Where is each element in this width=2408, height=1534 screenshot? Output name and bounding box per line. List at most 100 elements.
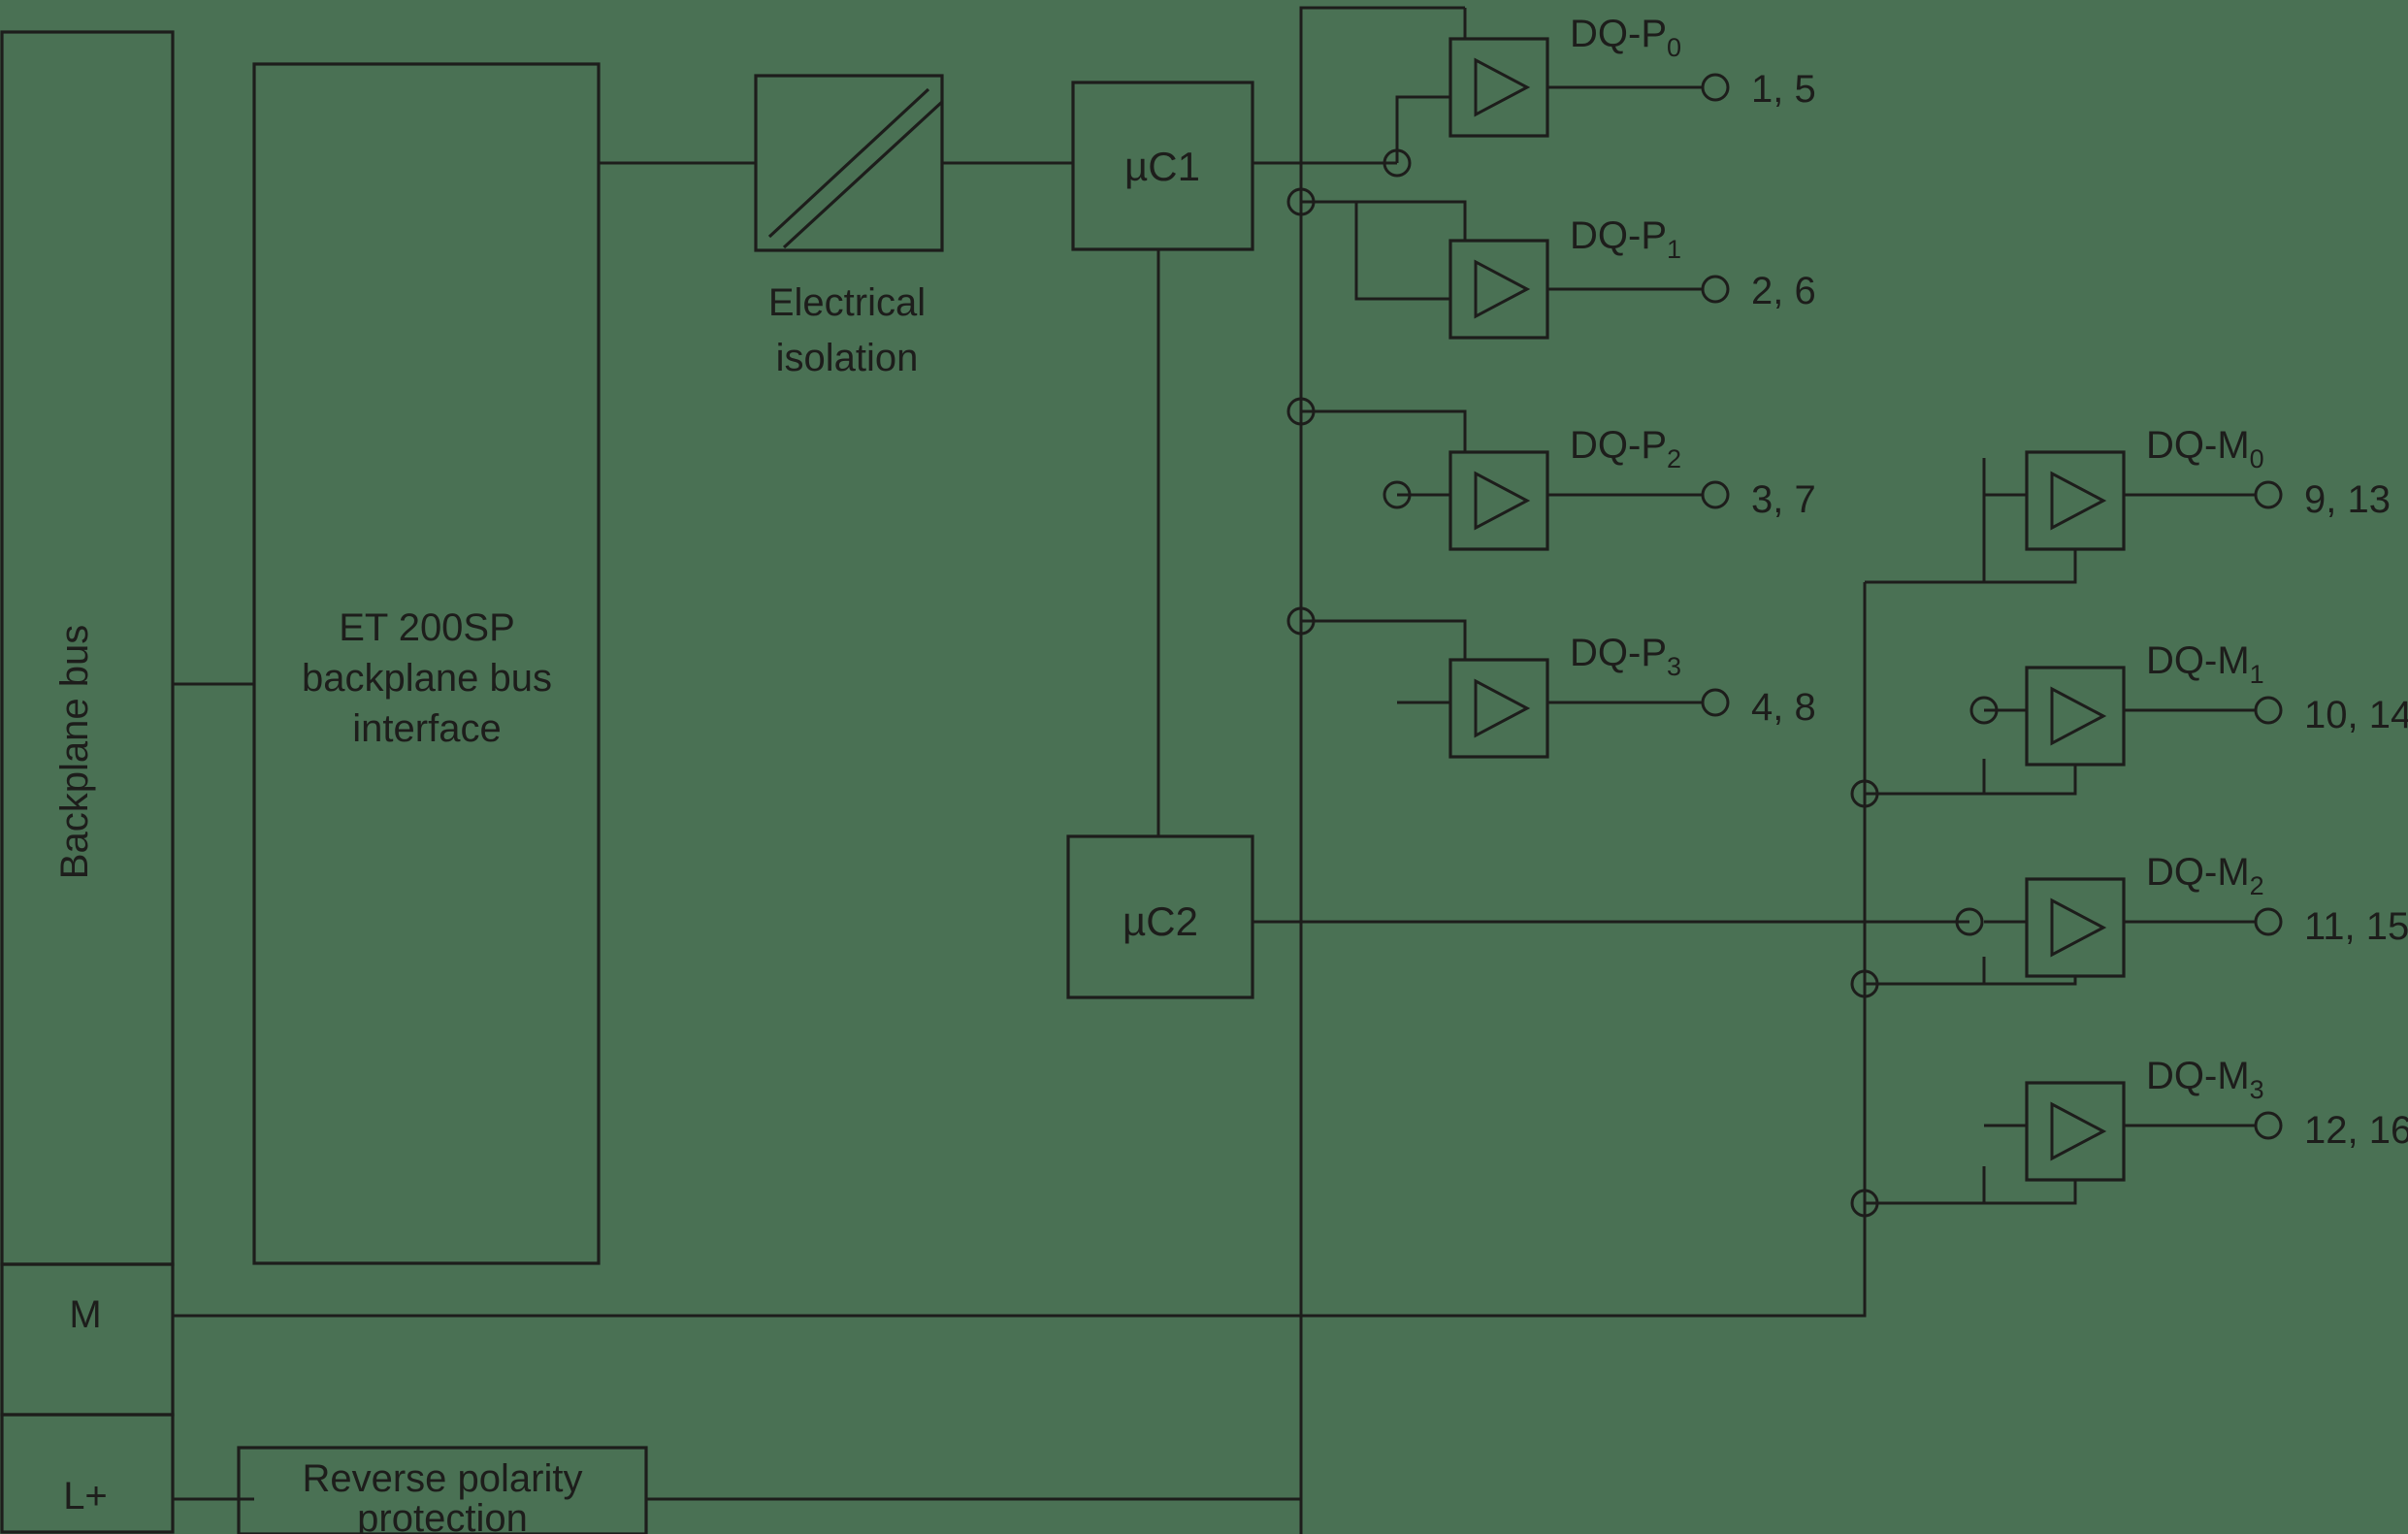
channel-terminals-p2: 3, 7 — [1751, 478, 1816, 521]
wire-p2-enable — [1301, 409, 1467, 452]
channel-label-m2: DQ-M2 — [2146, 851, 2264, 900]
wire-m1-return — [1984, 765, 2077, 796]
channel-dq-p0 — [1395, 8, 1730, 163]
wire-junction-circle-icon-m2b — [1850, 969, 1879, 998]
electrical-isolation-block — [754, 74, 944, 252]
channel-name-m0: DQ-M — [2146, 424, 2250, 467]
channel-label-p2: DQ-P2 — [1570, 424, 1681, 473]
channel-name-m1: DQ-M — [2146, 639, 2250, 682]
channel-label-p3: DQ-P3 — [1570, 632, 1681, 681]
terminal-circle-icon-p0 — [1701, 73, 1730, 102]
channel-dq-p1 — [1301, 200, 1730, 340]
buffer-box-m2 — [2025, 877, 2126, 978]
channel-index-m3: 3 — [2250, 1075, 2264, 1104]
buffer-amplifier-triangle-icon-p2 — [1474, 471, 1531, 531]
channel-name-p2: DQ-P — [1570, 424, 1667, 467]
buffer-box-m3 — [2025, 1081, 2126, 1182]
channel-label-p1: DQ-P1 — [1570, 214, 1681, 264]
channel-label-p0: DQ-P0 — [1570, 13, 1681, 62]
uc2-block — [1066, 834, 1254, 999]
wire-junction-circle-icon-m1b — [1969, 696, 1999, 725]
buffer-amplifier-triangle-icon-p3 — [1474, 678, 1531, 738]
channel-label-m3: DQ-M3 — [2146, 1055, 2264, 1104]
channel-terminals-m3: 12, 16 — [2304, 1109, 2408, 1152]
channel-index-p3: 3 — [1667, 652, 1681, 681]
wire-m2-enable — [1865, 957, 1986, 986]
buffer-amplifier-triangle-icon-p1 — [1474, 259, 1531, 319]
wire-p0-feedback-top — [1299, 6, 1465, 194]
reverse-polarity-label-line1: Reverse polarity — [302, 1457, 582, 1500]
channel-label-m0: DQ-M0 — [2146, 424, 2264, 473]
bus-interface-block — [252, 62, 601, 1265]
channel-dq-p2 — [1301, 409, 1730, 551]
channel-terminals-m1: 10, 14 — [2304, 694, 2408, 736]
isolation-label-line2: isolation — [776, 337, 919, 379]
channel-index-m2: 2 — [2250, 871, 2264, 900]
backplane-bus-rail — [0, 30, 175, 1534]
terminal-circle-icon-m3 — [2254, 1111, 2283, 1140]
wire-junction-circle-icon-p3 — [1286, 606, 1316, 636]
wire-m0-return — [1984, 549, 2077, 584]
channel-name-p3: DQ-P — [1570, 632, 1667, 674]
wire-m1-enable — [1865, 759, 1986, 796]
channel-terminals-p3: 4, 8 — [1751, 686, 1816, 729]
channel-label-m1: DQ-M1 — [2146, 639, 2264, 689]
channel-name-m3: DQ-M — [2146, 1055, 2250, 1097]
wire-junction-circle-icon-p1 — [1286, 187, 1316, 216]
channel-dq-p3 — [1301, 619, 1730, 759]
buffer-box-p1 — [1448, 239, 1549, 340]
channel-terminals-p1: 2, 6 — [1751, 270, 1816, 312]
channel-dq-m0 — [1984, 450, 2283, 584]
bus-interface-box — [252, 62, 601, 1265]
channel-terminals-m0: 9, 13 — [2304, 478, 2391, 521]
channel-terminals-m2: 11, 15 — [2304, 905, 2408, 948]
supply-label: L+ — [63, 1475, 108, 1518]
wire-junction-circle-icon-p2 — [1286, 397, 1316, 426]
reverse-polarity-label-line2: protection — [357, 1497, 528, 1534]
isolation-diagonal-2 — [782, 100, 944, 249]
buffer-box-m1 — [2025, 666, 2126, 767]
channel-name-p0: DQ-P — [1570, 13, 1667, 55]
buffer-box-m0 — [2025, 450, 2126, 551]
buffer-box-p2 — [1448, 450, 1549, 551]
buffer-amplifier-triangle-icon-m2 — [2050, 898, 2107, 958]
wire-p3-enable — [1301, 619, 1467, 660]
channel-dq-m3 — [1865, 1081, 2283, 1205]
terminal-circle-icon-p3 — [1701, 688, 1730, 717]
wire-m2-return — [1984, 976, 2077, 986]
channel-index-m0: 0 — [2250, 444, 2264, 473]
channel-dq-m1 — [1865, 666, 2283, 796]
wire-junction-circle-icon-m2 — [1955, 907, 1984, 936]
buffer-amplifier-triangle-icon-m1 — [2050, 686, 2107, 746]
uc1-label: µC1 — [1124, 144, 1200, 189]
bus-interface-label-line1: ET 200SP — [339, 606, 515, 649]
channel-index-p1: 1 — [1667, 235, 1681, 264]
uc1-block — [1071, 81, 1254, 251]
terminal-circle-icon-m2 — [2254, 907, 2283, 936]
bus-interface-label-line2: backplane bus — [302, 657, 552, 700]
terminal-circle-icon-p2 — [1701, 480, 1730, 509]
wire-m3-enable — [1865, 1166, 1986, 1205]
wire-m-ground-rail — [173, 1203, 1867, 1318]
backplane-bus-m-cell — [0, 1262, 175, 1417]
channel-name-m2: DQ-M — [2146, 851, 2250, 894]
channel-index-p0: 0 — [1667, 33, 1681, 62]
isolation-label-line1: Electrical — [768, 281, 926, 324]
terminal-circle-icon-m0 — [2254, 480, 2283, 509]
uc2-box — [1066, 834, 1254, 999]
wire-junction-circle-icon-m1 — [1850, 779, 1879, 808]
backplane-bus-label: Backplane bus — [53, 625, 96, 879]
channel-index-m1: 1 — [2250, 660, 2264, 689]
channel-dq-m2 — [1865, 877, 2283, 986]
buffer-box-p0 — [1448, 37, 1549, 138]
wire-junction-circle-icon-p2b — [1383, 480, 1412, 509]
wire-p1-input — [1354, 202, 1450, 301]
terminal-circle-icon-p1 — [1701, 275, 1730, 304]
buffer-amplifier-triangle-icon-m3 — [2050, 1101, 2107, 1161]
buffer-amplifier-triangle-icon-p0 — [1474, 57, 1531, 117]
isolation-diagonal-1 — [767, 87, 930, 239]
channel-index-p2: 2 — [1667, 444, 1681, 473]
buffer-amplifier-triangle-icon-m0 — [2050, 471, 2107, 531]
